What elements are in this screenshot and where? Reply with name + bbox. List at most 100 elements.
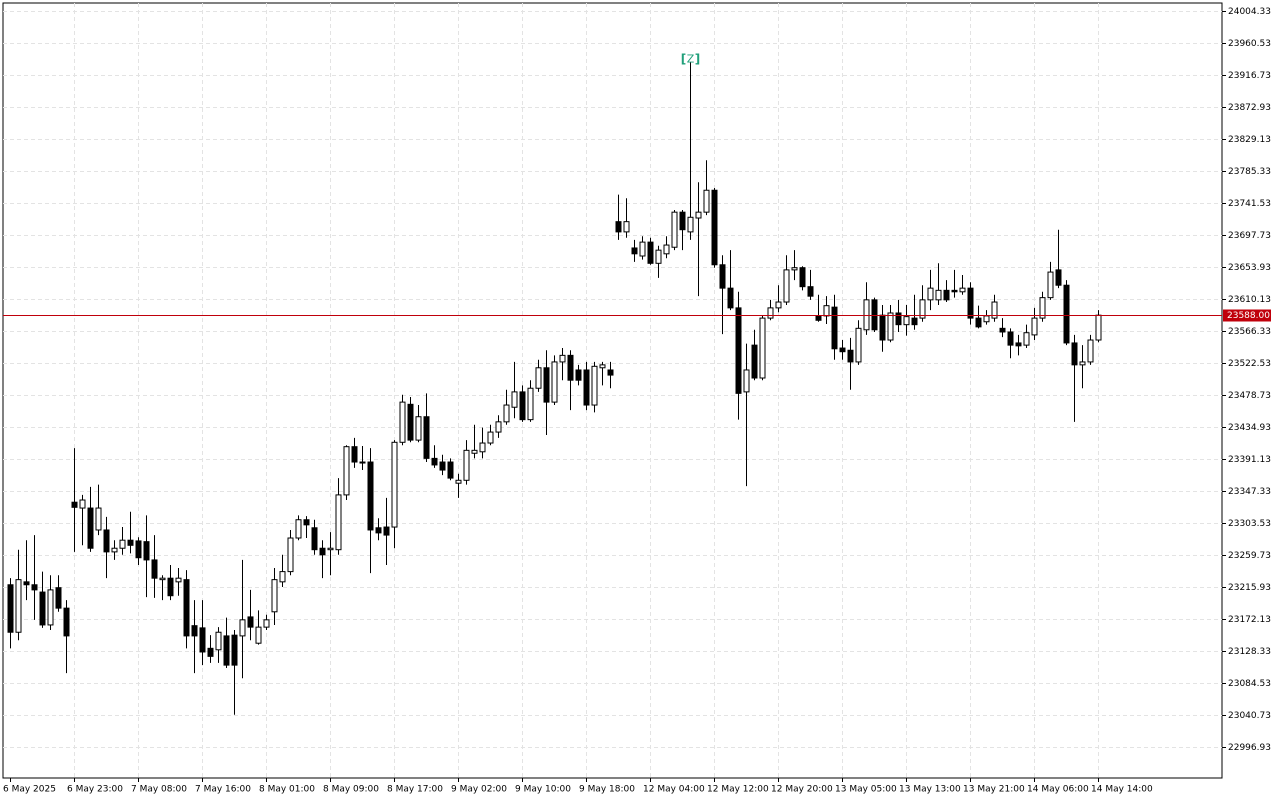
- candle-body: [807, 286, 814, 297]
- candle-body: [703, 189, 710, 213]
- y-tick-label: 23697.73: [1228, 231, 1271, 241]
- candle-body: [359, 461, 366, 464]
- y-tick-label: 23347.33: [1228, 487, 1271, 497]
- candle-body: [727, 287, 734, 309]
- candle-body: [319, 547, 326, 556]
- candle-body: [591, 365, 598, 406]
- candle-body: [375, 527, 382, 534]
- candle-body: [239, 619, 246, 637]
- candle-body: [399, 401, 406, 443]
- candle-body: [391, 441, 398, 528]
- candle-body: [31, 584, 38, 591]
- x-tick-label: 12 May 04:00: [643, 785, 705, 795]
- candle-body: [87, 507, 94, 549]
- candle-body: [791, 267, 798, 271]
- y-tick-label: 23829.13: [1228, 135, 1271, 145]
- x-tick-label: 12 May 12:00: [707, 785, 769, 795]
- candle-body: [1095, 314, 1102, 341]
- candle-body: [911, 317, 918, 326]
- y-tick-label: 23478.73: [1228, 391, 1271, 401]
- candle-body: [951, 289, 958, 293]
- candle-body: [823, 305, 830, 317]
- candle-body: [55, 587, 62, 609]
- candle-body: [79, 499, 86, 509]
- x-tick-label: 14 May 06:00: [1027, 785, 1089, 795]
- candle-body: [839, 347, 846, 353]
- y-tick-label: 23084.53: [1228, 679, 1271, 689]
- candle-body: [559, 354, 566, 363]
- candle-body: [295, 519, 302, 539]
- candle-body: [855, 327, 862, 363]
- candle-body: [63, 607, 70, 637]
- candle-body: [199, 627, 206, 653]
- candle-body: [127, 539, 134, 546]
- candle-body: [943, 289, 950, 301]
- candle-body: [959, 287, 966, 293]
- y-tick-label: 23785.33: [1228, 167, 1271, 177]
- candle-body: [543, 367, 550, 403]
- candle-body: [343, 446, 350, 496]
- candle-body: [511, 391, 518, 408]
- candle-body: [135, 540, 142, 559]
- candle-body: [935, 289, 942, 301]
- x-tick-label: 9 May 10:00: [515, 785, 571, 795]
- candle-body: [1087, 339, 1094, 363]
- candle-body: [551, 361, 558, 403]
- candle-body: [423, 416, 430, 459]
- y-tick-label: 23040.73: [1228, 711, 1271, 721]
- candle-body: [671, 211, 678, 248]
- candle-body: [975, 317, 982, 328]
- candle-body: [663, 244, 670, 255]
- y-tick-label: 23259.73: [1228, 551, 1271, 561]
- candle-body: [719, 264, 726, 289]
- candle-body: [271, 579, 278, 613]
- candle-body: [895, 312, 902, 326]
- candle-body: [447, 461, 454, 479]
- candle-body: [1079, 361, 1086, 366]
- x-tick-label: 14 May 14:00: [1091, 785, 1153, 795]
- candle-body: [215, 631, 222, 651]
- y-tick-label: 22996.93: [1228, 743, 1271, 753]
- x-tick-label: 7 May 16:00: [195, 785, 251, 795]
- candle-body: [815, 315, 822, 321]
- candle-body: [647, 241, 654, 264]
- y-tick-label: 23566.33: [1228, 327, 1271, 337]
- candle-body: [439, 461, 446, 471]
- y-tick-label: 23172.13: [1228, 615, 1271, 625]
- candle-body: [831, 306, 838, 350]
- y-tick-label: 23128.33: [1228, 647, 1271, 657]
- candle-body: [535, 367, 542, 389]
- x-tick-label: 6 May 23:00: [67, 785, 123, 795]
- x-tick-label: 13 May 13:00: [899, 785, 961, 795]
- candle-body: [143, 541, 150, 561]
- candle-body: [207, 647, 214, 657]
- candle-body: [767, 307, 774, 319]
- candle-body: [1071, 342, 1078, 366]
- candle-body: [919, 299, 926, 319]
- x-tick-label: 9 May 18:00: [579, 785, 635, 795]
- price-label: 23588.00: [1227, 311, 1270, 321]
- candle-body: [623, 221, 630, 233]
- candle-body: [991, 301, 998, 319]
- candle-body: [247, 616, 254, 628]
- annotation: Z: [687, 52, 695, 65]
- candle-body: [575, 369, 582, 381]
- candle-body: [503, 404, 510, 423]
- candle-body: [263, 619, 270, 628]
- candle-body: [1039, 297, 1046, 319]
- candle-body: [751, 344, 758, 379]
- x-tick-label: 9 May 02:00: [451, 785, 507, 795]
- candle-body: [487, 431, 494, 444]
- plot-frame: [2, 2, 1223, 779]
- candle-body: [687, 216, 694, 233]
- x-tick-label: 7 May 08:00: [131, 785, 187, 795]
- candle-body: [631, 247, 638, 255]
- candle-body: [639, 241, 646, 257]
- price-label-box: [1223, 309, 1271, 322]
- candle-body: [527, 387, 534, 421]
- candle-body: [231, 634, 238, 666]
- candle-body: [887, 312, 894, 341]
- y-tick-label: 23215.93: [1228, 583, 1271, 593]
- candle-body: [871, 299, 878, 331]
